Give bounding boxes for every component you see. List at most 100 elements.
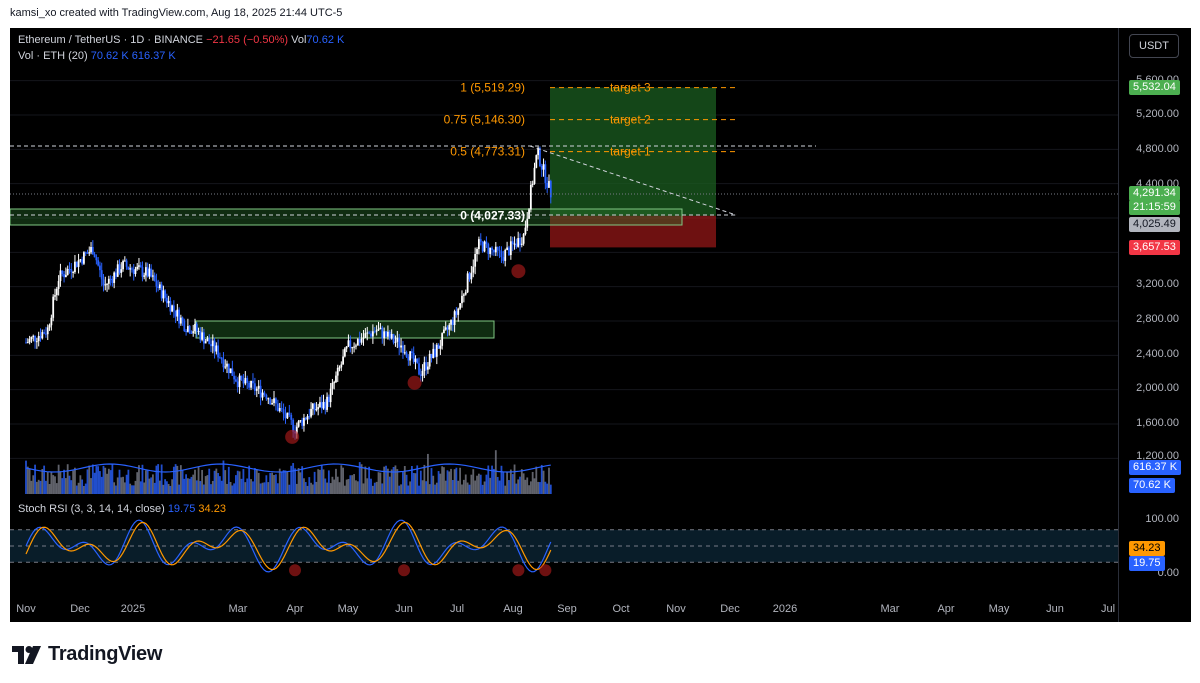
- candle-body: [511, 241, 514, 245]
- volume-indicator-label[interactable]: Vol · ETH (20): [18, 50, 88, 62]
- volume-bar: [248, 465, 251, 494]
- volume-bar: [396, 469, 399, 494]
- volume-bar: [34, 464, 36, 494]
- volume-bar: [52, 475, 55, 494]
- volume-bar: [186, 478, 189, 494]
- candle-body: [345, 346, 348, 349]
- candle-body: [430, 353, 433, 359]
- volume-bar: [450, 468, 452, 494]
- volume-bar: [481, 484, 484, 494]
- candle-body: [324, 401, 327, 410]
- candle-body: [246, 377, 249, 383]
- volume-bar: [506, 471, 508, 494]
- volume-bar: [122, 476, 124, 494]
- volume-bar: [74, 467, 76, 494]
- volume-bar: [160, 464, 163, 494]
- volume-bar: [59, 471, 62, 494]
- candle-body: [526, 218, 529, 228]
- candle-body: [476, 248, 478, 254]
- volume-bar: [43, 465, 46, 494]
- candle-body: [79, 259, 82, 261]
- volume-bar: [375, 481, 378, 494]
- volume-bar: [113, 482, 116, 494]
- volume-bar: [326, 482, 328, 494]
- volume-bar: [331, 476, 334, 494]
- candle-body: [145, 267, 147, 276]
- candle-body: [411, 351, 413, 353]
- candle-body: [91, 246, 94, 255]
- stoch-label[interactable]: Stoch RSI (3, 3, 14, 14, close): [18, 503, 165, 515]
- candle-body: [181, 317, 184, 321]
- candle-body: [444, 327, 447, 330]
- candle-body: [162, 290, 165, 299]
- symbol-name[interactable]: Ethereum / TetherUS · 1D · BINANCE: [18, 34, 204, 46]
- volume-bar: [167, 483, 170, 494]
- price-chart[interactable]: 1 (5,519.29) target 3 0.75 (5,146.30) targe…: [10, 28, 1118, 622]
- volume-bar: [183, 478, 186, 494]
- volume-bar: [299, 472, 302, 494]
- candle-body: [208, 338, 211, 345]
- candle-body: [194, 323, 196, 332]
- volume-bar: [102, 465, 105, 494]
- volume-bar: [343, 485, 346, 494]
- volume-bar: [107, 468, 110, 494]
- volume-bar: [549, 484, 552, 494]
- candle-body: [253, 383, 256, 391]
- candle-body: [498, 250, 501, 252]
- candle-body: [515, 243, 518, 247]
- candle-body: [148, 268, 151, 277]
- chart-area[interactable]: 1 (5,519.29) target 3 0.75 (5,146.30) targe…: [10, 28, 1118, 622]
- volume-bar: [99, 471, 101, 494]
- volume-bar: [448, 471, 451, 494]
- volume-bar: [524, 479, 527, 494]
- currency-button[interactable]: USDT: [1129, 34, 1179, 58]
- candle-body: [150, 268, 153, 277]
- stoch-low-marker: [398, 564, 410, 577]
- volume-bar: [319, 469, 321, 494]
- candle-body: [188, 326, 191, 333]
- volume-bar: [278, 468, 281, 494]
- candle-body: [97, 260, 100, 266]
- volume-bar: [179, 465, 182, 494]
- candle-body: [46, 327, 49, 335]
- volume-bar: [511, 474, 514, 494]
- volume-bar: [388, 476, 391, 494]
- fib-level-label: 0 (4,027.33): [460, 209, 525, 223]
- fib-level-label: 1 (5,519.29): [460, 81, 525, 95]
- candle-body: [340, 364, 343, 368]
- volume-bar: [194, 469, 196, 494]
- candle-body: [238, 375, 241, 388]
- candle-body: [368, 332, 371, 334]
- price-change: −21.65 (−0.50%): [206, 34, 289, 46]
- volume-bar: [77, 482, 80, 494]
- volume-bar: [213, 470, 216, 494]
- volume-bar: [500, 465, 503, 494]
- x-tick: May: [337, 603, 359, 615]
- candle-body: [537, 147, 540, 156]
- candle-body: [366, 332, 369, 334]
- volume-bar: [368, 466, 371, 494]
- price-tick: 2,800.00: [1136, 313, 1179, 325]
- candle-body: [549, 181, 552, 198]
- candle-body: [375, 330, 378, 332]
- volume-bar: [26, 466, 29, 494]
- price-tick: 1,200.00: [1136, 450, 1179, 462]
- candle-body: [392, 333, 395, 343]
- candle-body: [453, 311, 456, 326]
- candle-body: [93, 254, 96, 258]
- candle-body: [50, 317, 53, 326]
- candle-body: [273, 398, 275, 404]
- volume-bar: [190, 476, 193, 494]
- volume-bar: [174, 464, 177, 494]
- volume-bar: [377, 472, 380, 494]
- volume-bar: [451, 480, 454, 494]
- volume-bar: [217, 473, 220, 494]
- volume-bar: [373, 482, 376, 494]
- candle-body: [286, 412, 289, 419]
- candle-body: [174, 310, 177, 317]
- candle-body: [183, 320, 186, 332]
- candle-body: [343, 348, 346, 357]
- candle-body: [192, 331, 195, 334]
- price-scale[interactable]: USDT 5,600.00 5,200.00 4,800.00 4,400.00…: [1118, 28, 1191, 622]
- x-tick: Jul: [449, 603, 465, 615]
